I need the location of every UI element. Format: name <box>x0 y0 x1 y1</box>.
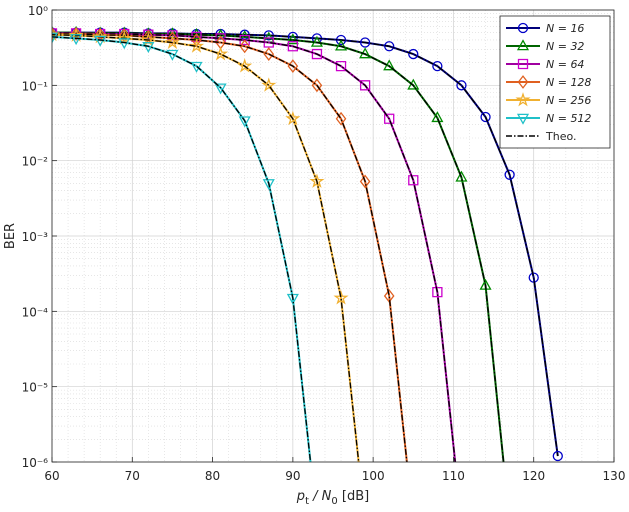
marker <box>142 42 155 54</box>
marker <box>286 33 299 45</box>
x-tick-label: 90 <box>285 469 300 483</box>
marker <box>431 111 444 123</box>
marker <box>334 39 348 51</box>
marker <box>190 61 203 73</box>
marker <box>408 175 419 186</box>
marker <box>52 32 59 44</box>
legend-label: N = 512 <box>546 112 591 125</box>
marker <box>504 169 515 180</box>
x-tick-label: 110 <box>442 469 465 483</box>
marker <box>359 37 371 48</box>
theory-line <box>52 32 505 462</box>
x-tick-label: 70 <box>125 469 140 483</box>
marker <box>239 34 250 46</box>
y-tick-label: 10⁻² <box>22 155 49 169</box>
marker <box>432 286 443 298</box>
marker <box>214 83 227 95</box>
x-axis-label: pt / N0 [dB] <box>296 489 369 507</box>
theory-line <box>52 34 360 462</box>
marker <box>384 113 395 124</box>
x-label-part: p <box>296 489 305 504</box>
marker <box>455 170 468 182</box>
marker <box>116 30 132 45</box>
plot <box>52 25 563 462</box>
theory-line <box>52 36 312 462</box>
marker <box>517 75 529 89</box>
marker <box>335 111 347 126</box>
y-axis-label: BER <box>3 223 18 249</box>
marker <box>456 80 467 91</box>
marker <box>384 41 395 52</box>
marker <box>70 27 82 41</box>
y-tick-label: 10⁻⁶ <box>22 456 49 470</box>
y-tick-label: 10⁻⁴ <box>22 305 49 319</box>
marker <box>166 49 179 61</box>
x-label-subscript: 0 <box>331 496 337 507</box>
marker <box>517 58 529 70</box>
x-label-part: [dB] <box>338 489 369 504</box>
legend-label: N = 128 <box>546 76 591 89</box>
marker <box>188 38 205 53</box>
legend-label: N = 16 <box>546 22 584 35</box>
marker <box>552 450 563 462</box>
marker <box>335 60 347 72</box>
y-tick-label: 10⁻¹ <box>22 79 49 93</box>
marker <box>239 39 251 54</box>
x-label-subscript: t <box>305 496 309 507</box>
marker <box>190 27 203 39</box>
legend-label: N = 32 <box>546 40 584 53</box>
legend-label: N = 256 <box>546 94 591 107</box>
marker <box>310 35 323 47</box>
marker <box>287 41 299 52</box>
marker <box>164 34 180 49</box>
legend-label: Theo. <box>545 130 577 143</box>
marker <box>432 60 443 72</box>
marker <box>517 22 529 34</box>
marker <box>407 78 420 90</box>
marker <box>167 30 178 41</box>
marker <box>516 113 530 125</box>
x-tick-label: 130 <box>603 469 626 483</box>
marker <box>359 80 371 91</box>
y-tick-label: 10⁰ <box>28 4 48 18</box>
x-tick-label: 60 <box>44 469 59 483</box>
legend: N = 16 N = 32 N = 64 N = 128 N = 256 N = 512 T… <box>499 15 611 149</box>
marker <box>480 111 491 123</box>
x-label-part: / N <box>309 489 332 504</box>
grid <box>51 9 615 463</box>
x-tick-label: 120 <box>522 469 545 483</box>
marker <box>118 38 131 50</box>
marker <box>285 110 301 126</box>
marker <box>262 179 275 191</box>
marker <box>70 34 83 46</box>
marker <box>359 174 371 189</box>
y-tick-label: 10⁻⁵ <box>22 381 49 395</box>
x-tick-label: 80 <box>205 469 220 483</box>
marker <box>286 293 299 305</box>
marker <box>515 92 531 107</box>
marker <box>516 39 530 51</box>
marker <box>238 116 251 128</box>
theory-line <box>52 32 456 462</box>
marker <box>408 48 419 60</box>
x-tick-label: 100 <box>362 469 385 483</box>
legend-label: N = 64 <box>546 58 584 71</box>
marker <box>311 48 323 60</box>
marker <box>263 37 274 48</box>
theory-line <box>52 33 408 462</box>
marker <box>52 27 58 41</box>
marker <box>263 47 275 61</box>
y-tick-label: 10⁻³ <box>22 230 49 244</box>
axes: 60 70 80 90 100 110 120 130 10⁻⁶ 10⁻⁵ 10⁻⁴ 10⁻³ 10⁻²… <box>22 4 626 483</box>
marker <box>261 77 277 92</box>
